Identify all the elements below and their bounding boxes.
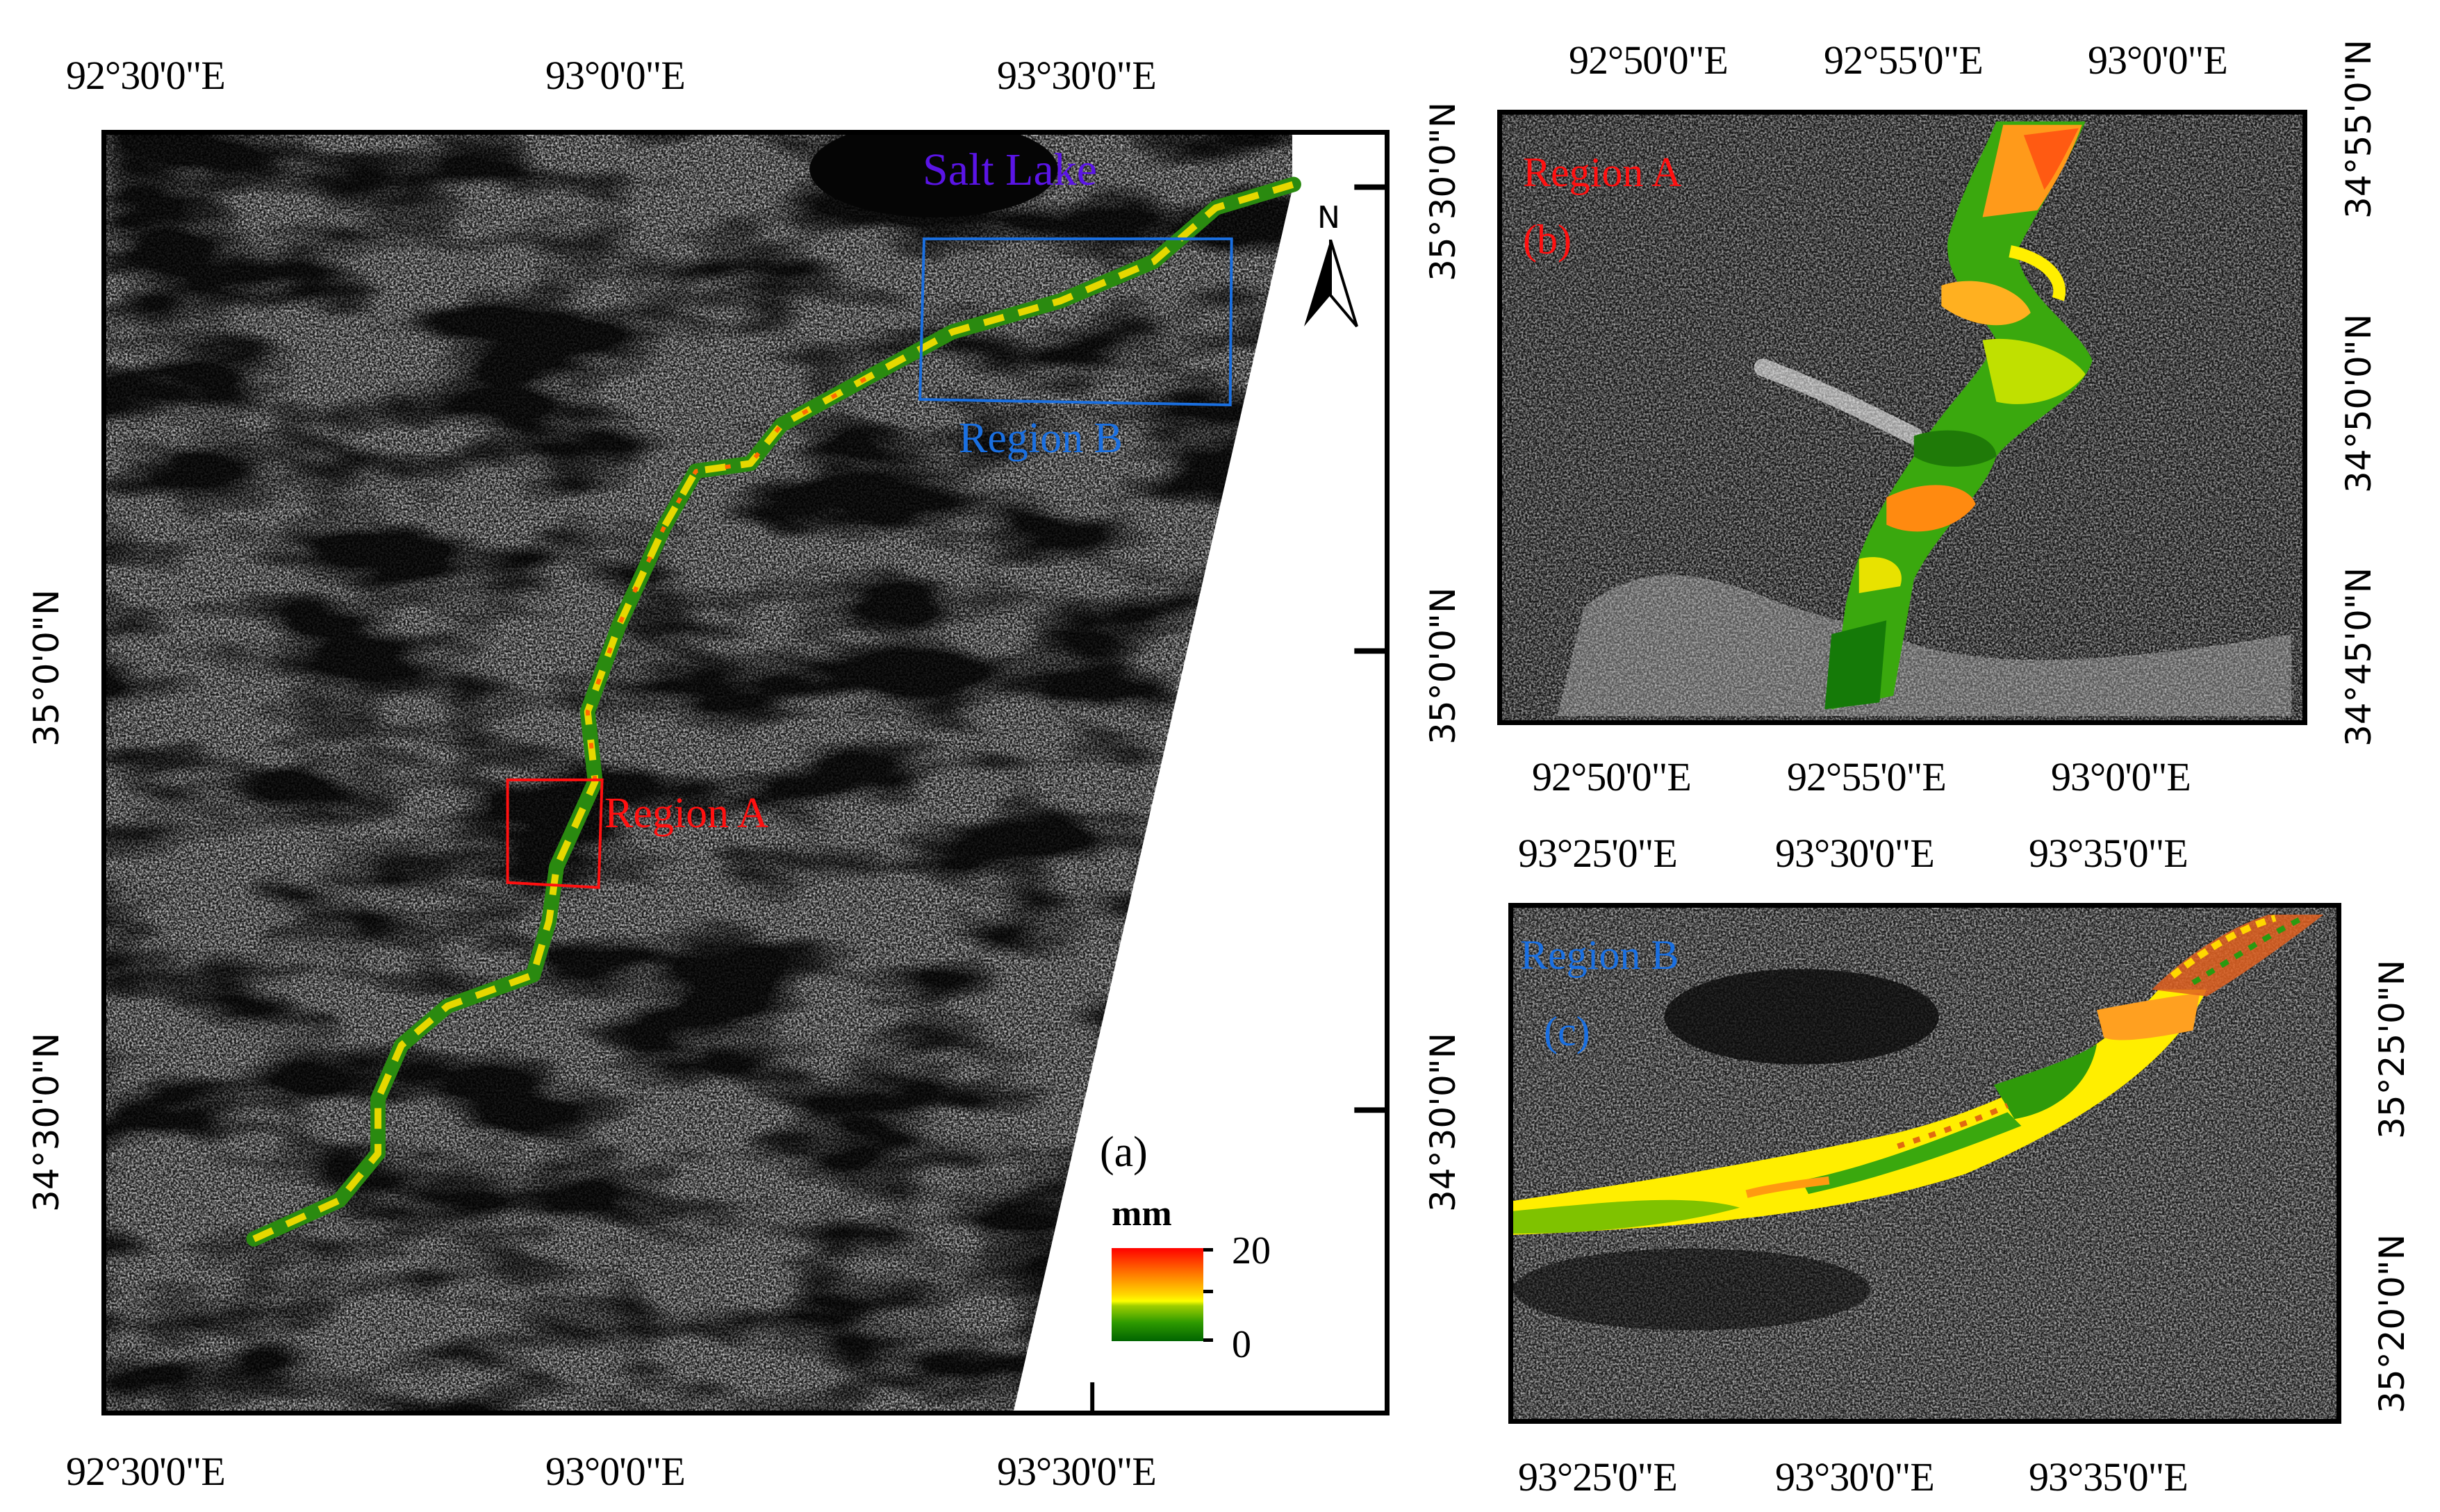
panel-a-left-lat-label: 35°0'0"N: [26, 589, 67, 747]
panel-b-bottom-lon-label: 93°0'0"E: [2051, 754, 2191, 799]
panel-b-bottom-lon-label: 92°55'0"E: [1787, 754, 1947, 799]
panel-b-right-lat-label: 34°45'0"N: [2339, 567, 2379, 747]
panel-a-right-lat-label: 34°30'0"N: [1423, 1032, 1463, 1212]
river-deformation-trace: [246, 176, 1301, 1247]
region-b-label: Region B: [959, 415, 1123, 462]
panel-a-right-lat-label: 35°30'0"N: [1423, 101, 1463, 281]
legend-unit-label: mm: [1112, 1194, 1172, 1233]
north-arrow-icon: [1304, 240, 1358, 328]
panel-b-right-lat-label: 34°50'0"N: [2339, 313, 2379, 493]
panel-b-top-lon-label: 92°50'0"E: [1569, 38, 1729, 83]
panel-b-id-label: (b): [1523, 217, 1572, 263]
panel-b-sar-image: [1502, 115, 2302, 720]
region-a-label: Region A: [604, 790, 768, 837]
panel-c-map: [1508, 903, 2341, 1424]
panel-b-title: Region A: [1523, 149, 1682, 195]
panel-a-left-lat-label: 34°30'0"N: [26, 1032, 67, 1212]
legend-max-label: 20: [1232, 1229, 1271, 1272]
salt-lake-label: Salt Lake: [923, 144, 1098, 195]
panel-c-title: Region B: [1520, 932, 1679, 978]
river-deformation-band: [1831, 121, 2093, 710]
legend-tick-mid: [1203, 1290, 1213, 1293]
panel-b-right-lat-label: 34°55'0"N: [2339, 39, 2379, 219]
panel-c-id-label: (c): [1544, 1008, 1590, 1054]
panel-c-bottom-lon-label: 93°35'0"E: [2029, 1454, 2188, 1499]
panel-c-sar-image: [1513, 908, 2336, 1419]
region-a-box: [506, 778, 604, 889]
legend-tick-min: [1203, 1338, 1213, 1342]
panel-b-top-lon-label: 92°55'0"E: [1824, 38, 1984, 83]
north-arrow-label: N: [1317, 200, 1340, 235]
panel-c-top-lon-label: 93°25'0"E: [1518, 831, 1678, 876]
panel-c-right-lat-label: 35°20'0"N: [2372, 1233, 2412, 1413]
legend-min-label: 0: [1232, 1323, 1251, 1366]
panel-a-bottom-lon-label: 92°30'0"E: [66, 1449, 226, 1494]
panel-b-map: [1497, 110, 2307, 725]
river-deformation-band: [1513, 989, 2207, 1236]
panel-b-top-lon-label: 93°0'0"E: [2088, 38, 2228, 83]
panel-a-top-lon-label: 92°30'0"E: [66, 53, 226, 98]
panel-b-bottom-lon-label: 92°50'0"E: [1532, 754, 1692, 799]
panel-a-id-label: (a): [1100, 1129, 1148, 1176]
panel-a-sar-image: [106, 135, 1385, 1411]
panel-a-right-lat-label: 35°0'0"N: [1423, 587, 1463, 745]
region-b-box: [918, 237, 1233, 407]
panel-c-top-lon-label: 93°30'0"E: [1775, 831, 1935, 876]
panel-c-bottom-lon-label: 93°25'0"E: [1518, 1454, 1678, 1499]
panel-c-bottom-lon-label: 93°30'0"E: [1775, 1454, 1935, 1499]
panel-a-bottom-lon-label: 93°0'0"E: [545, 1449, 686, 1494]
legend-tick-max: [1203, 1248, 1213, 1252]
panel-a-top-lon-label: 93°0'0"E: [545, 53, 686, 98]
panel-a-bottom-lon-label: 93°30'0"E: [997, 1449, 1157, 1494]
panel-a-top-lon-label: 93°30'0"E: [997, 53, 1157, 98]
panel-c-right-lat-label: 35°25'0"N: [2372, 959, 2412, 1139]
panel-c-top-lon-label: 93°35'0"E: [2029, 831, 2188, 876]
legend-colorbar: [1112, 1248, 1203, 1341]
panel-a-map: [101, 130, 1390, 1415]
